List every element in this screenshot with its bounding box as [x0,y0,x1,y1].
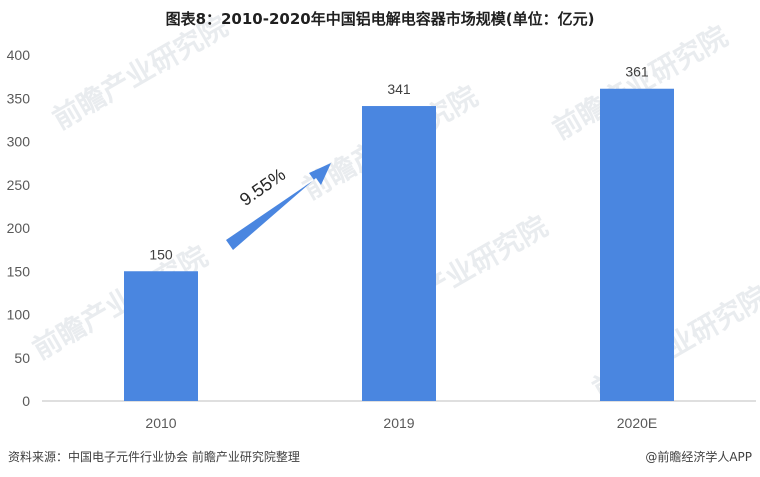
y-tick-label: 350 [7,90,31,106]
x-tick-label: 2010 [145,415,176,431]
y-tick-label: 100 [7,307,31,323]
x-tick-label: 2020E [617,415,657,431]
y-tick-label: 50 [14,350,30,366]
y-tick-label: 0 [22,393,30,409]
x-tick-label: 2019 [383,415,414,431]
source-note: 资料来源：中国电子元件行业协会 前瞻产业研究院整理 [8,450,300,464]
bar-2020E [600,88,674,402]
data-label-2020E: 361 [625,64,649,80]
y-tick-label: 200 [7,220,31,236]
brand-credit: @前瞻经济学人APP [645,450,752,464]
growth-annotation: 9.55% [226,163,331,250]
data-labels: 150 341 361 [149,64,649,263]
y-tick-label: 300 [7,134,31,150]
y-axis-ticks: 0 50 100 150 200 250 300 350 400 [7,47,31,409]
bar-2010 [124,271,198,401]
data-label-2010: 150 [149,246,173,262]
growth-arrow [226,163,331,250]
y-tick-label: 150 [7,263,31,279]
y-tick-label: 250 [7,177,31,193]
y-tick-label: 400 [7,47,31,63]
chart-title: 图表8：2010-2020年中国铝电解电容器市场规模(单位：亿元) [165,10,595,28]
x-axis-ticks: 2010 2019 2020E [145,415,657,431]
bars [124,88,674,402]
bar-2019 [362,106,436,401]
data-label-2019: 341 [387,81,411,97]
